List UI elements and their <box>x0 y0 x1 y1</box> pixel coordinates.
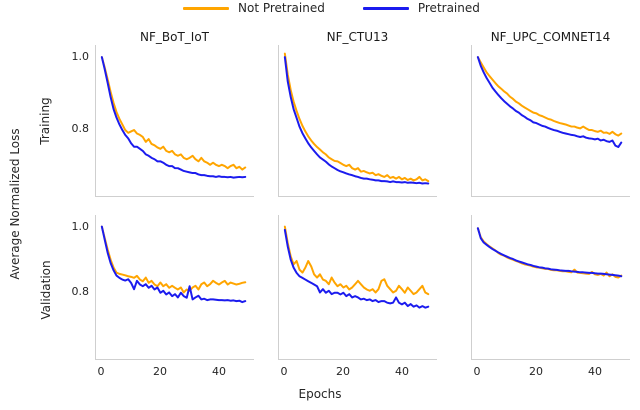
line-plot <box>476 227 623 279</box>
legend: Not Pretrained Pretrained <box>183 1 480 15</box>
subplot-title-nf-bot-iot: NF_BoT_IoT <box>140 30 209 44</box>
plot-training-nf-ctu13 <box>278 45 437 197</box>
series-line-pretrained <box>100 225 247 304</box>
x-tick-label: 0 <box>473 365 481 378</box>
x-tick-label: 40 <box>212 365 226 378</box>
plot-validation-nf-ctu13 <box>278 215 437 360</box>
legend-label: Not Pretrained <box>238 1 325 15</box>
line-plot <box>100 56 247 179</box>
x-tick-label: 0 <box>97 365 105 378</box>
series-line-not-pretrained <box>100 56 247 171</box>
line-plot <box>476 56 623 149</box>
y-tick-label: 1.0 <box>71 220 90 233</box>
row-label-training: Training <box>38 97 52 145</box>
legend-item-pretrained: Pretrained <box>362 1 480 15</box>
plot-validation-nf-bot-iot <box>95 215 254 360</box>
x-tick-label: 20 <box>153 365 167 378</box>
row-label-validation: Validation <box>39 260 53 320</box>
series-line-not-pretrained <box>283 52 430 183</box>
legend-item-not-pretrained: Not Pretrained <box>183 1 325 15</box>
legend-label: Pretrained <box>417 1 480 15</box>
subplot-title-nf-upc-comnet14: NF_UPC_COMNET14 <box>490 30 611 44</box>
series-line-pretrained <box>476 227 623 278</box>
subplot-title-nf-ctu13: NF_CTU13 <box>326 30 389 44</box>
series-line-pretrained <box>476 56 623 149</box>
pretrained-line-swatch <box>362 6 409 10</box>
series-line-pretrained <box>283 228 430 309</box>
series-line-pretrained <box>283 56 430 185</box>
x-tick-label: 20 <box>336 365 350 378</box>
line-plot <box>283 52 430 185</box>
line-plot <box>100 225 247 304</box>
series-line-pretrained <box>100 56 247 179</box>
y-axis-label: Average Normalized Loss <box>8 128 22 280</box>
x-tick-label: 40 <box>395 365 409 378</box>
x-tick-label: 40 <box>588 365 602 378</box>
x-tick-label: 0 <box>280 365 288 378</box>
not-pretrained-line-swatch <box>183 6 229 10</box>
series-line-not-pretrained <box>100 225 247 294</box>
series-line-not-pretrained <box>476 56 623 137</box>
x-axis-label: Epochs <box>298 387 342 401</box>
y-tick-label: 0.8 <box>71 285 90 298</box>
y-tick-label: 1.0 <box>71 50 90 63</box>
x-tick-label: 20 <box>529 365 543 378</box>
plot-training-nf-upc-comnet14 <box>471 45 630 197</box>
series-line-not-pretrained <box>283 225 430 296</box>
y-tick-label: 0.8 <box>71 122 90 135</box>
plot-training-nf-bot-iot <box>95 45 254 197</box>
line-plot <box>283 225 430 309</box>
plot-validation-nf-upc-comnet14 <box>471 215 630 360</box>
